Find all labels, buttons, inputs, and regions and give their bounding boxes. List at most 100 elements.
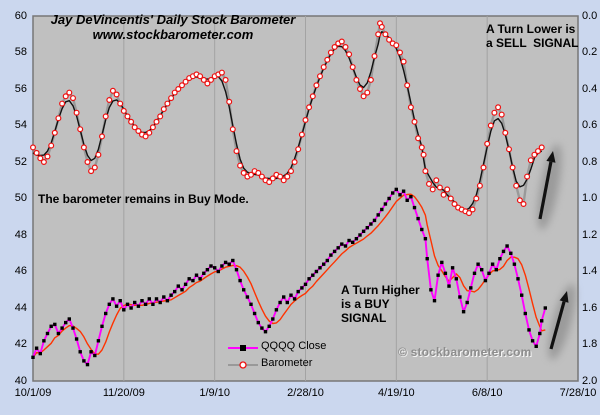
right-axis-tick-label: 0.0 <box>582 9 598 22</box>
barometer-marker <box>426 180 433 187</box>
qqqq-marker <box>436 273 440 277</box>
qqqq-marker <box>82 359 86 363</box>
qqqq-marker <box>220 264 224 268</box>
barometer-marker <box>491 109 498 116</box>
x-axis-date-label: 11/20/09 <box>102 387 145 399</box>
barometer-marker <box>298 131 305 138</box>
barometer-marker <box>534 148 541 155</box>
barometer-marker <box>146 129 153 136</box>
qqqq-marker <box>147 297 151 301</box>
up-arrow <box>549 301 566 350</box>
right-axis-tick-label: 1.6 <box>582 301 598 314</box>
qqqq-marker <box>354 237 359 241</box>
left-axis-tick-label: 50 <box>14 192 27 204</box>
barometer-marker <box>117 100 124 107</box>
qqqq-marker <box>34 346 39 350</box>
barometer-marker <box>480 164 487 171</box>
qqqq-marker <box>372 218 377 223</box>
qqqq-marker <box>231 258 235 263</box>
qqqq-marker <box>296 289 300 294</box>
barometer-marker <box>313 82 320 89</box>
qqqq-marker <box>252 311 257 316</box>
barometer-marker <box>37 155 44 162</box>
qqqq-marker <box>361 229 366 233</box>
barometer-marker <box>48 142 55 149</box>
barometer-marker <box>255 169 262 176</box>
qqqq-marker <box>45 331 50 336</box>
qqqq-marker <box>520 293 524 297</box>
barometer-marker <box>200 76 207 83</box>
qqqq-marker <box>516 277 520 281</box>
qqqq-marker <box>425 257 429 261</box>
right-axis-tick-label: 1.2 <box>582 228 598 241</box>
qqqq-marker <box>198 277 202 281</box>
qqqq-marker <box>49 324 53 328</box>
chart-legend: QQQQ Close Barometer <box>228 338 326 372</box>
qqqq-marker <box>416 216 420 221</box>
qqqq-marker <box>234 268 239 272</box>
qqqq-marker <box>530 339 535 343</box>
qqqq-marker <box>391 191 395 195</box>
barometer-marker <box>95 151 102 158</box>
left-axis-tick-label: 48 <box>14 228 27 241</box>
arrow-shadow <box>548 284 576 360</box>
qqqq-marker <box>143 302 148 306</box>
barometer-marker <box>415 135 422 142</box>
right-axis-tick-label: 0.4 <box>582 82 598 95</box>
barometer-marker <box>153 118 160 125</box>
qqqq-marker <box>440 260 444 265</box>
qqqq-marker <box>292 297 297 301</box>
qqqq-marker <box>454 277 458 281</box>
barometer-marker <box>531 151 538 158</box>
qqqq-marker <box>176 284 180 288</box>
qqqq-marker <box>249 302 253 306</box>
qqqq-marker <box>122 308 126 312</box>
barometer-marker <box>182 78 189 85</box>
buy-mode-annotation: The barometer remains in Buy Mode. <box>38 192 249 206</box>
qqqq-marker <box>216 269 220 274</box>
barometer-marker <box>418 144 425 151</box>
barometer-marker <box>258 173 265 180</box>
qqqq-marker <box>267 324 271 328</box>
qqqq-swatch-graphic <box>228 344 258 351</box>
left-axis-tick-label: 56 <box>14 82 27 95</box>
barometer-marker <box>306 104 313 111</box>
qqqq-marker <box>136 304 141 308</box>
barometer-marker <box>80 144 87 151</box>
buy-annotation-line2: is a BUY <box>341 297 390 311</box>
barometer-marker <box>451 201 458 208</box>
qqqq-marker <box>376 213 380 217</box>
barometer-marker <box>124 113 131 120</box>
barometer-marker <box>364 89 371 96</box>
qqqq-marker <box>194 273 199 277</box>
qqqq-marker <box>263 330 268 334</box>
qqqq-marker <box>227 262 231 266</box>
qqqq-marker <box>365 226 369 230</box>
barometer-marker <box>527 157 534 164</box>
barometer-marker <box>476 182 483 189</box>
watermark: © stockbarometer.com <box>398 345 532 359</box>
barometer-swatch-graphic <box>228 360 258 369</box>
barometer-marker <box>291 159 298 166</box>
barometer-marker <box>280 177 287 184</box>
barometer-legend-swatch <box>228 359 258 369</box>
qqqq-marker <box>487 271 491 275</box>
barometer-marker <box>40 159 47 166</box>
qqqq-marker <box>314 269 319 274</box>
buy-annotation-line3: SIGNAL <box>341 311 387 325</box>
qqqq-marker <box>173 289 177 294</box>
barometer-marker <box>240 169 247 176</box>
qqqq-marker <box>447 284 451 288</box>
barometer-marker <box>342 43 349 50</box>
barometer-marker <box>288 168 295 175</box>
chart-subtitle: www.stockbarometer.com <box>92 27 254 42</box>
qqqq-marker <box>42 339 46 343</box>
qqqq-marker <box>223 260 228 265</box>
qqqq-marker <box>271 317 275 321</box>
qqqq-marker <box>183 282 188 286</box>
barometer-marker <box>284 173 291 180</box>
left-axis-tick-label: 46 <box>14 265 27 277</box>
barometer-marker <box>131 124 138 131</box>
chart-title-block: Jay DeVincentis' Daily Stock Barometer w… <box>37 12 309 42</box>
barometer-marker <box>88 168 95 175</box>
